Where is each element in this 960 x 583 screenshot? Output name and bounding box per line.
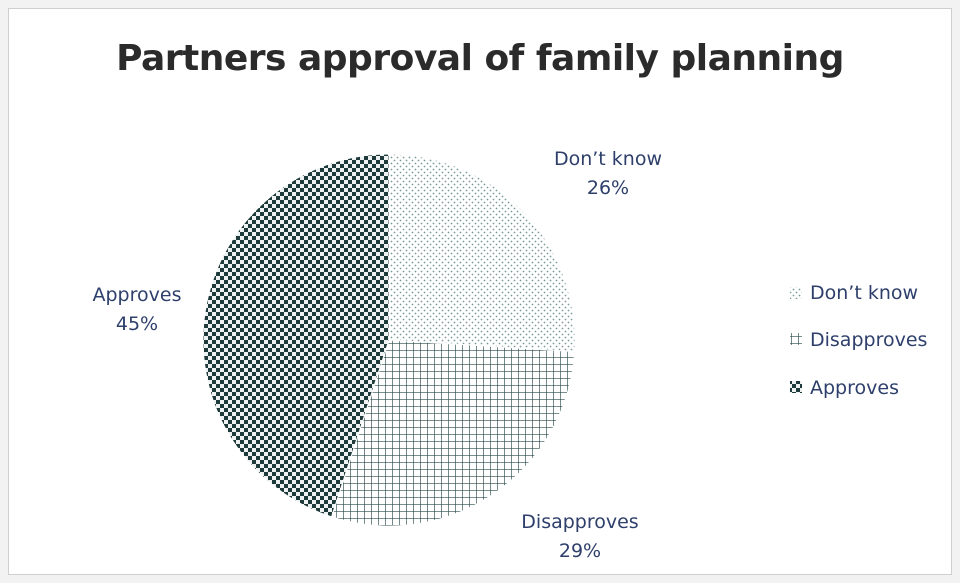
legend-swatch-approves — [790, 381, 802, 393]
svg-text:Don’t know: Don’t know — [810, 282, 918, 304]
legend-swatch-disapproves — [790, 333, 802, 345]
slice-label-dont-know: Don’t know 26% — [554, 148, 662, 199]
svg-text:Approves: Approves — [93, 284, 182, 306]
chart-title: Partners approval of family planning — [116, 38, 844, 79]
svg-text:45%: 45% — [116, 313, 158, 335]
svg-text:26%: 26% — [587, 177, 629, 199]
pie-slice-approves — [202, 153, 390, 518]
legend-item-disapproves: Disapproves — [790, 329, 927, 351]
svg-text:Disapproves: Disapproves — [810, 329, 927, 351]
legend: Don’t know Disapproves Approves — [790, 282, 927, 399]
pie-slice-disapproves — [330, 339, 576, 527]
legend-item-dont-know: Don’t know — [790, 282, 918, 304]
slice-label-approves: Approves 45% — [93, 284, 182, 335]
svg-text:Approves: Approves — [810, 377, 899, 399]
slice-label-disapproves: Disapproves 29% — [521, 511, 638, 562]
legend-item-approves: Approves — [790, 377, 899, 399]
svg-text:Disapproves: Disapproves — [521, 511, 638, 533]
legend-swatch-dont-know — [790, 287, 802, 299]
svg-text:Don’t know: Don’t know — [554, 148, 662, 170]
pie-slice-dont-know — [388, 153, 576, 353]
svg-text:29%: 29% — [559, 540, 601, 562]
